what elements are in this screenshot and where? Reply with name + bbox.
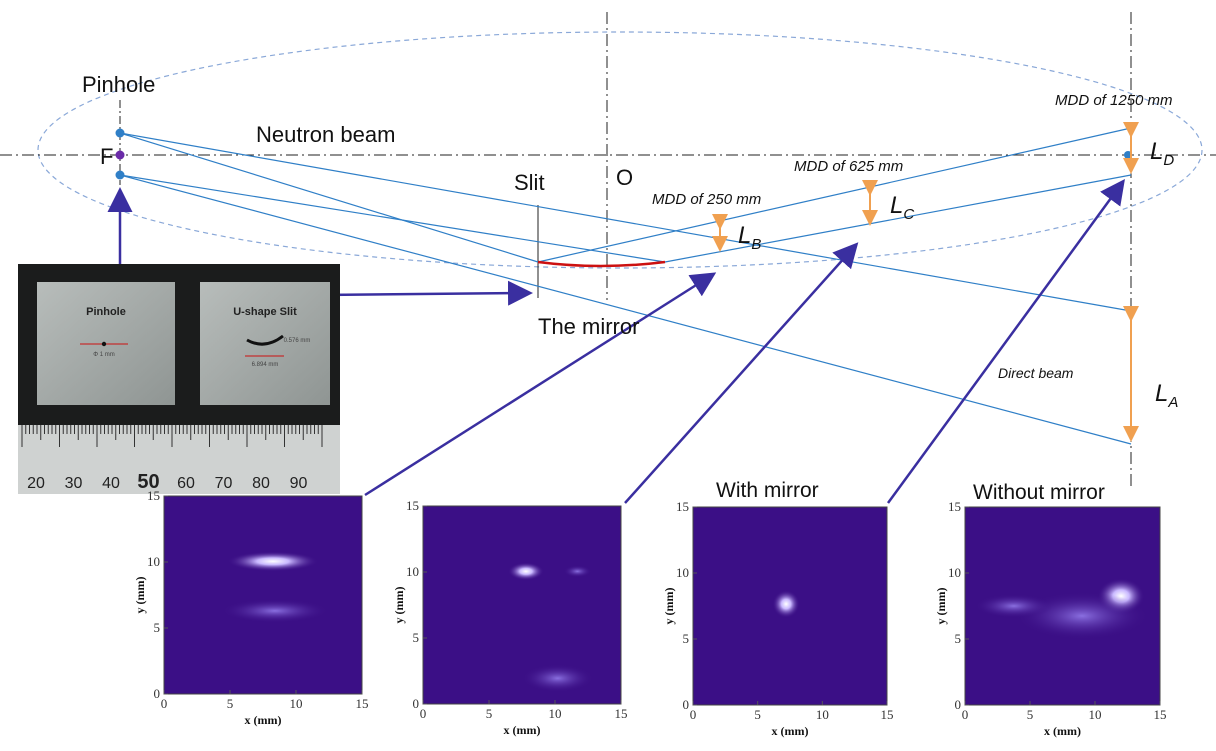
x-tick-label: 15 [881,707,894,722]
y-tick-label: 5 [413,630,420,645]
photo-slit-gap: 0.576 mm [284,338,311,344]
x-tick-label: 0 [962,707,969,722]
x-tick-label: 15 [356,696,369,711]
y-tick-label: 15 [676,499,689,514]
x-tick-label: 0 [420,706,427,721]
intensity-spot [227,551,319,572]
x-axis-label: x (mm) [772,724,809,738]
y-tick-label: 0 [154,686,161,701]
x-tick-label: 10 [1089,707,1102,722]
lb-label: LB [738,222,762,253]
x-axis-label: x (mm) [245,713,282,727]
intensity-spot [508,562,544,581]
y-tick-label: 15 [406,498,419,513]
ld-label: LD [1150,138,1175,169]
intensity-spot [221,598,329,623]
pinhole-bottom-dot [115,170,125,180]
detector-image-plot: 0 5 10 15 0 5 10 15 x (mm) y (mm) [934,499,1167,738]
mdd-625-label: MDD of 625 mm [794,158,904,175]
photo-slit-width: 6.894 mm [252,362,279,368]
la-label: LA [1155,380,1179,411]
y-tick-label: 10 [948,565,961,580]
y-axis-label: y (mm) [934,588,948,625]
dimension-arrows [712,122,1139,442]
ruler-number: 40 [102,475,120,492]
x-tick-label: 5 [486,706,493,721]
origin-label: O [616,165,634,190]
ruler-number: 70 [215,475,233,492]
x-tick-label: 0 [161,696,168,711]
focus-dot [115,150,125,160]
y-axis-label: y (mm) [662,588,676,625]
x-tick-label: 0 [690,707,697,722]
y-axis-label: y (mm) [133,577,147,614]
without-mirror-caption: Without mirror [973,481,1105,504]
ruler-number: 50 [137,471,159,493]
mdd-250-label: MDD of 250 mm [652,191,762,208]
photo-pinhole-dimension: Φ 1 mm [93,352,114,358]
x-tick-label: 5 [1027,707,1034,722]
x-tick-label: 5 [227,696,234,711]
pointer-arrows [107,178,1125,504]
intensity-spot [563,565,592,578]
detector-image-plot: 0 5 10 15 0 5 10 15 x (mm) y (mm) [392,498,628,737]
y-tick-label: 15 [948,499,961,514]
sample-photo: Pinhole Φ 1 mm U-shape Slit 6.894 mm 0.5… [18,264,340,494]
y-tick-label: 5 [154,620,161,635]
intensity-spot [974,594,1053,618]
photo-slit-plate-label: U-shape Slit [233,306,297,318]
x-tick-label: 5 [754,707,761,722]
lc-label: LC [890,192,915,223]
with-mirror-caption: With mirror [716,479,819,502]
y-axis-label: y (mm) [392,587,406,624]
photo-pinhole-plate-label: Pinhole [86,306,126,318]
x-tick-label: 10 [549,706,562,721]
x-axis-label: x (mm) [504,723,541,737]
intensity-spot [522,664,594,693]
y-tick-label: 0 [413,696,420,711]
y-tick-label: 10 [147,554,160,569]
detector-image-plot: 0 5 10 15 0 5 10 15 x (mm) y (mm) [133,488,369,727]
x-tick-label: 10 [816,707,829,722]
mdd-1250-label: MDD of 1250 mm [1055,92,1173,109]
mirror-label: The mirror [538,314,640,339]
y-tick-label: 10 [406,564,419,579]
ruler-number: 80 [252,475,270,492]
slit-label: Slit [514,170,545,195]
intensity-spot [772,590,800,618]
x-tick-label: 10 [290,696,303,711]
detector-image-plot: 0 5 10 15 0 5 10 15 x (mm) y (mm) [662,499,894,738]
x-axis-label: x (mm) [1044,724,1081,738]
y-tick-label: 10 [676,565,689,580]
mirror-surface [537,260,666,268]
x-tick-label: 15 [615,706,628,721]
ruler-number: 20 [27,475,45,492]
ruler-number: 30 [65,475,83,492]
neutron-beam-label: Neutron beam [256,122,396,147]
y-tick-label: 5 [683,631,690,646]
plot-area [163,495,363,695]
focus-label: F [100,144,114,169]
direct-beam-label: Direct beam [998,365,1074,381]
ellipse-outline [37,31,1203,269]
y-tick-label: 15 [147,488,160,503]
y-tick-label: 5 [955,631,962,646]
pinhole-label: Pinhole [82,72,156,97]
ruler-number: 60 [177,475,195,492]
x-tick-label: 15 [1154,707,1167,722]
y-tick-label: 0 [683,697,690,712]
pinhole-top-dot [115,128,125,138]
y-tick-label: 0 [955,697,962,712]
plot-area [422,505,622,705]
ruler-number: 90 [290,475,308,492]
